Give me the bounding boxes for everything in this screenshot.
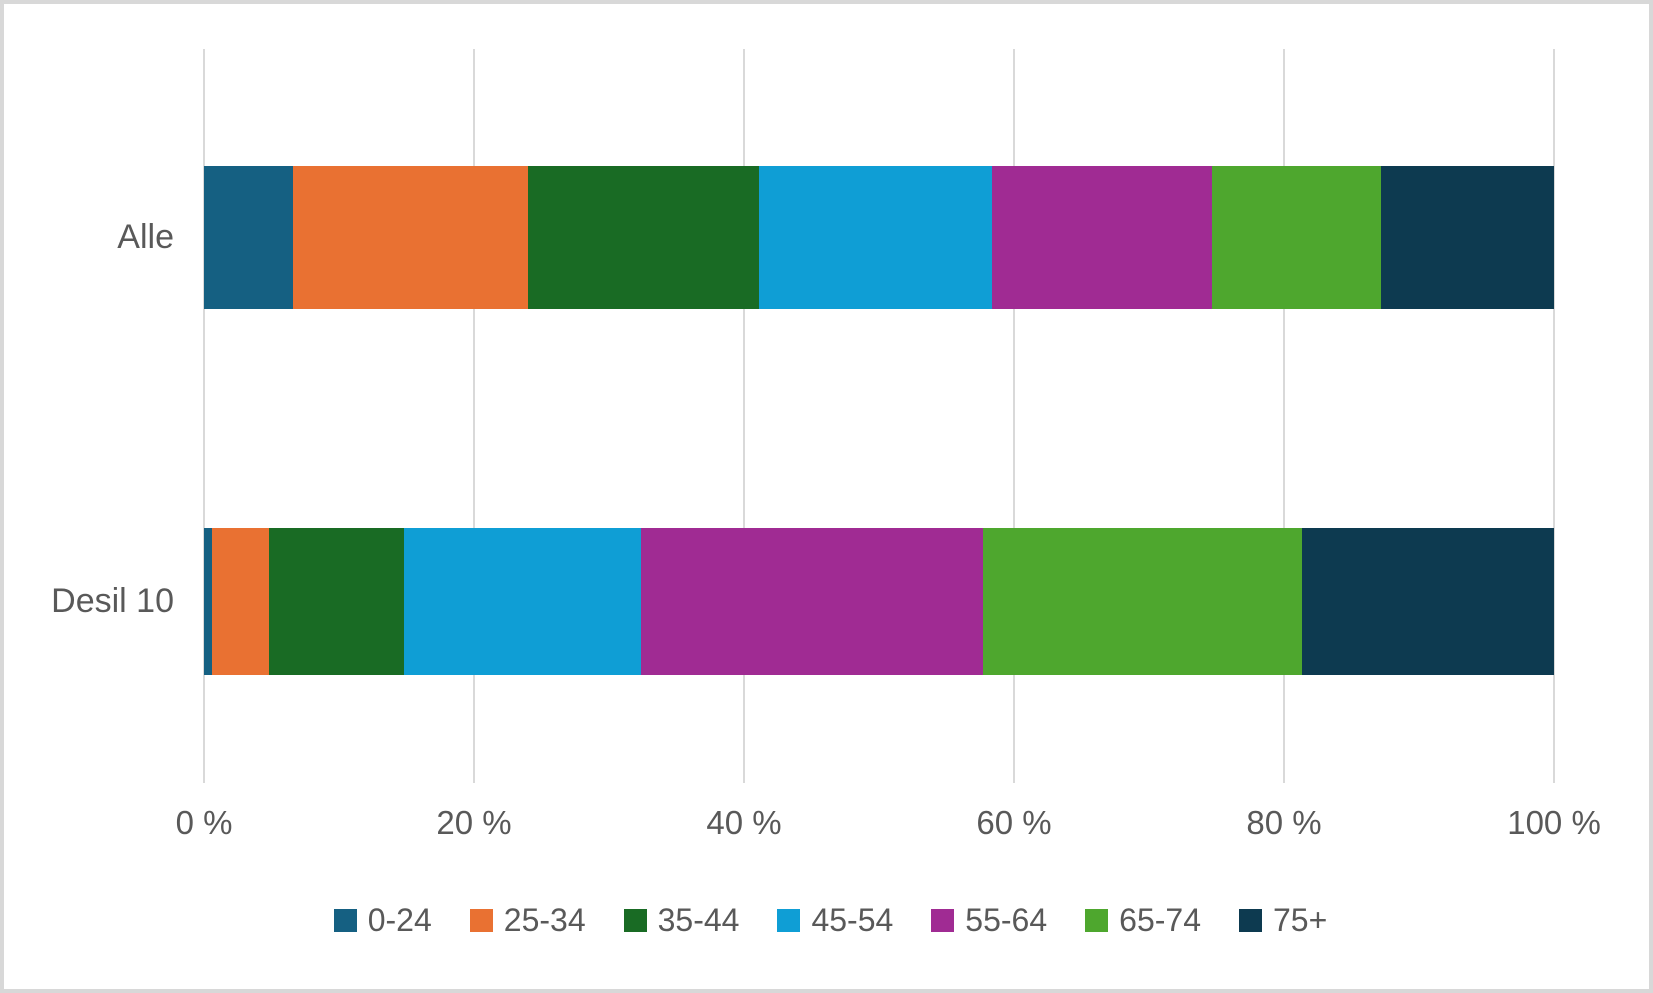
bar-segment-55-64 (641, 528, 983, 675)
legend-item-25-34: 25-34 (469, 902, 586, 939)
bar-row-desil-10 (204, 528, 1554, 675)
gridline-20 (473, 49, 475, 783)
bar-segment-0-24 (204, 166, 294, 309)
bar-row-alle (204, 166, 1554, 309)
bar-segment-65-74 (1212, 166, 1382, 309)
x-tick-label: 100 % (1507, 804, 1601, 841)
bar-segment-45-54 (403, 528, 642, 675)
plot-area (203, 49, 1555, 783)
legend-swatch-icon (1085, 909, 1109, 932)
legend-swatch-icon (931, 909, 955, 932)
bar-segment-55-64 (992, 166, 1213, 309)
bar-segment-75+ (1381, 166, 1554, 309)
legend-swatch-icon (469, 909, 493, 932)
gridline-0 (203, 49, 205, 783)
bar-segment-75+ (1301, 528, 1554, 675)
legend-label: 45-54 (811, 902, 894, 938)
legend-item-0-24: 0-24 (333, 902, 432, 939)
bar-segment-35-44 (527, 166, 759, 309)
gridline-80 (1283, 49, 1285, 783)
gridline-60 (1013, 49, 1015, 783)
legend-label: 25-34 (503, 902, 586, 938)
bar-segment-65-74 (982, 528, 1302, 675)
x-tick-label: 80 % (1246, 804, 1322, 841)
legend-item-35-44: 35-44 (623, 902, 740, 939)
legend-item-65-74: 65-74 (1085, 902, 1201, 939)
legend-label: 35-44 (657, 902, 740, 938)
x-tick-label: 40 % (706, 804, 782, 841)
x-tick-label: 60 % (976, 804, 1052, 841)
legend-swatch-icon (333, 909, 357, 932)
legend-label: 75+ (1272, 902, 1328, 938)
legend-swatch-icon (777, 909, 801, 932)
legend-label: 65-74 (1119, 902, 1201, 938)
bar-segment-45-54 (758, 166, 993, 309)
bar-segment-35-44 (268, 528, 404, 675)
bar-segment-25-34 (293, 166, 528, 309)
legend-swatch-icon (623, 909, 647, 932)
category-label: Desil 10 (51, 582, 174, 620)
legend: 0-24 25-34 35-44 45-54 55-64 65-74 75+ (4, 902, 1649, 939)
legend-label: 55-64 (965, 902, 1048, 938)
gridline-100 (1553, 49, 1555, 783)
legend-label: 0-24 (367, 902, 432, 938)
legend-item-75+: 75+ (1238, 902, 1328, 939)
category-label: Alle (117, 218, 174, 256)
x-tick-label: 0 % (175, 804, 233, 841)
bar-segment-0-24 (204, 528, 213, 675)
legend-item-55-64: 55-64 (931, 902, 1047, 939)
x-tick-label: 20 % (436, 804, 512, 841)
bar-segment-25-34 (212, 528, 269, 675)
gridline-40 (743, 49, 745, 783)
legend-item-45-54: 45-54 (777, 902, 893, 939)
legend-swatch-icon (1238, 909, 1262, 932)
